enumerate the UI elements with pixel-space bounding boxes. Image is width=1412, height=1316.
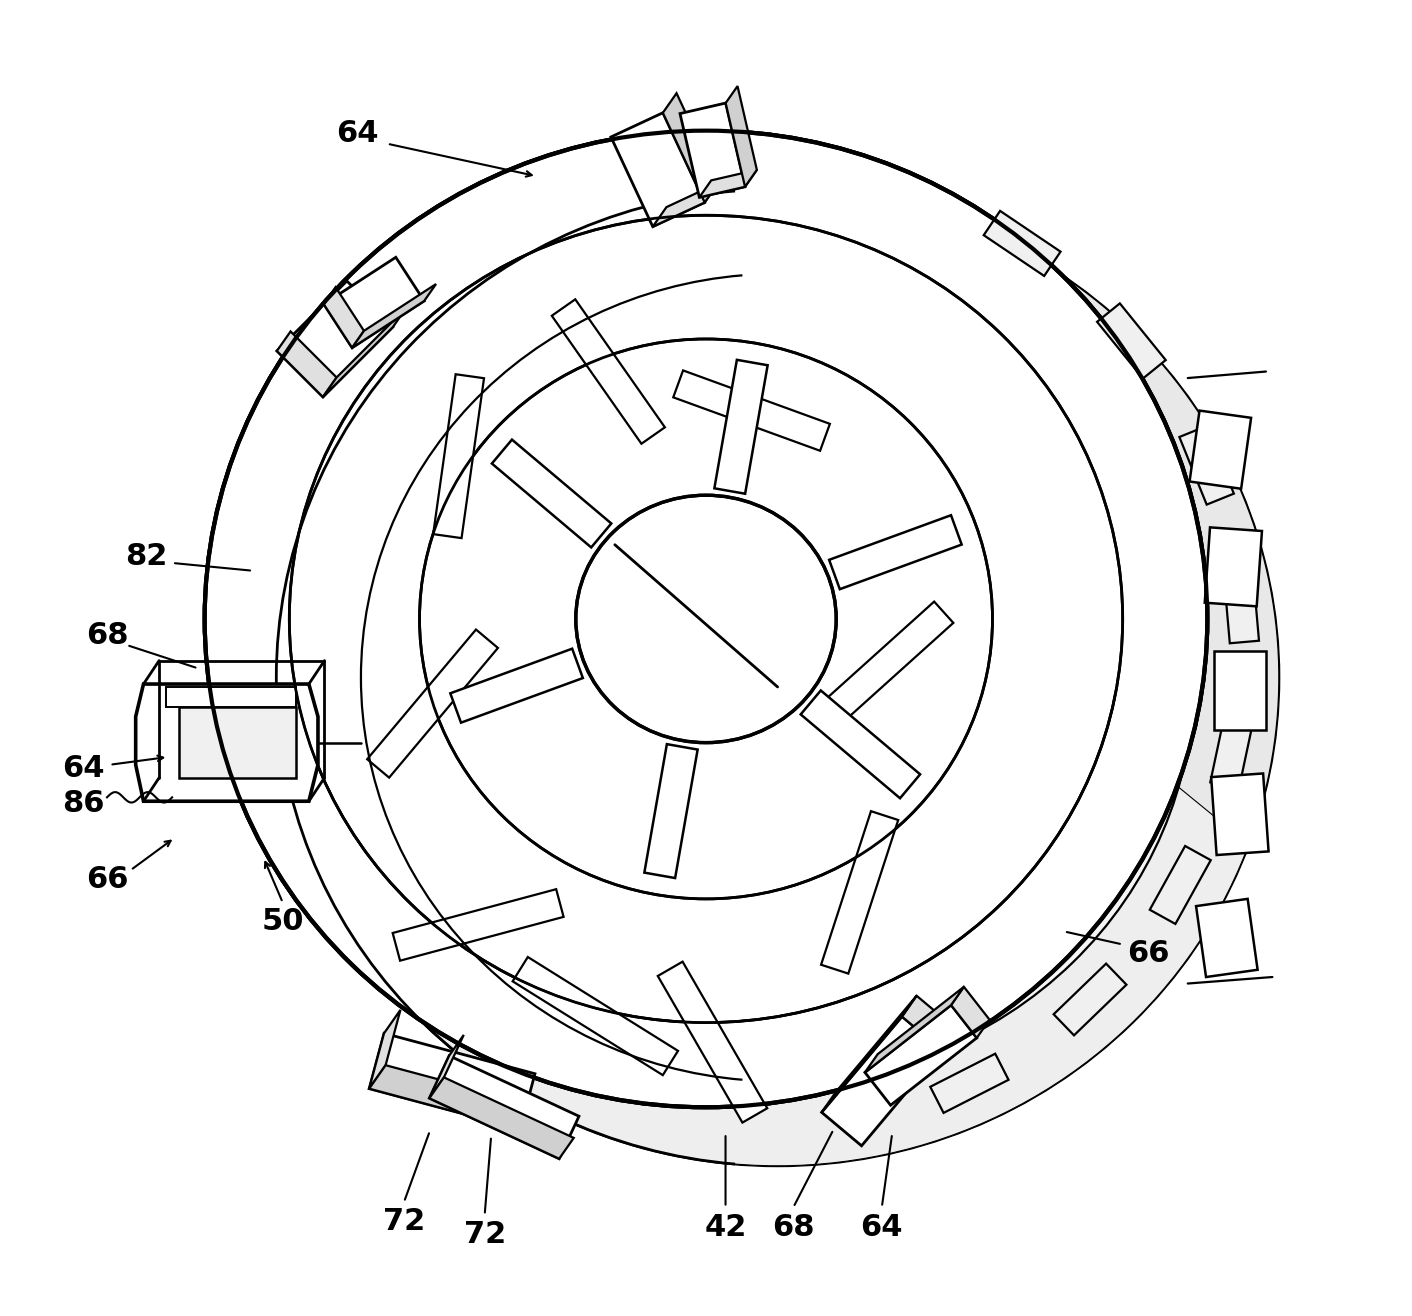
Text: 50: 50 <box>261 907 304 936</box>
Polygon shape <box>450 649 583 722</box>
Text: 42: 42 <box>705 1212 747 1241</box>
Text: 68: 68 <box>86 621 128 650</box>
Text: 86: 86 <box>62 790 104 819</box>
Ellipse shape <box>289 216 1123 1023</box>
Polygon shape <box>1149 846 1210 924</box>
Polygon shape <box>794 138 1279 1158</box>
Ellipse shape <box>205 130 1207 1107</box>
Polygon shape <box>652 183 719 226</box>
Polygon shape <box>822 996 916 1112</box>
Polygon shape <box>658 962 767 1123</box>
Polygon shape <box>552 299 665 443</box>
Polygon shape <box>1211 774 1268 855</box>
Polygon shape <box>277 282 393 397</box>
Polygon shape <box>1179 426 1234 504</box>
Polygon shape <box>433 374 484 538</box>
Text: 68: 68 <box>772 1212 815 1241</box>
Polygon shape <box>674 370 830 451</box>
Polygon shape <box>369 1033 535 1129</box>
Ellipse shape <box>277 190 1279 1166</box>
Polygon shape <box>984 211 1060 276</box>
Polygon shape <box>611 113 705 226</box>
Text: 66: 66 <box>86 865 128 894</box>
Polygon shape <box>369 1009 401 1088</box>
Polygon shape <box>662 93 719 203</box>
Polygon shape <box>429 1034 463 1099</box>
Ellipse shape <box>576 495 836 742</box>
Polygon shape <box>367 629 498 778</box>
Polygon shape <box>277 332 336 397</box>
Polygon shape <box>1210 711 1254 788</box>
Polygon shape <box>931 1054 1008 1113</box>
Ellipse shape <box>205 130 1207 1107</box>
Polygon shape <box>644 744 698 878</box>
Polygon shape <box>234 786 1248 1166</box>
Polygon shape <box>165 687 297 708</box>
Polygon shape <box>1196 899 1258 976</box>
Text: 66: 66 <box>1127 940 1171 969</box>
Polygon shape <box>952 987 990 1038</box>
Text: 64: 64 <box>336 118 378 147</box>
Polygon shape <box>1223 569 1260 644</box>
Polygon shape <box>352 284 436 347</box>
Polygon shape <box>1053 963 1127 1036</box>
Polygon shape <box>1097 304 1166 379</box>
Polygon shape <box>866 1005 977 1105</box>
Text: 64: 64 <box>62 754 104 783</box>
Text: 82: 82 <box>124 542 167 571</box>
Polygon shape <box>829 515 962 590</box>
Polygon shape <box>513 957 678 1075</box>
Polygon shape <box>323 258 424 347</box>
Polygon shape <box>822 1016 942 1146</box>
Polygon shape <box>822 811 898 974</box>
Polygon shape <box>726 86 757 187</box>
Polygon shape <box>429 1078 573 1158</box>
Polygon shape <box>1189 411 1251 488</box>
Polygon shape <box>393 890 563 961</box>
Polygon shape <box>323 308 407 397</box>
Polygon shape <box>429 1055 579 1158</box>
Text: 72: 72 <box>383 1207 425 1236</box>
Polygon shape <box>902 996 956 1050</box>
Ellipse shape <box>419 340 993 899</box>
Polygon shape <box>866 987 964 1073</box>
Polygon shape <box>1204 528 1262 607</box>
Text: 64: 64 <box>860 1212 904 1241</box>
Polygon shape <box>714 359 768 494</box>
Polygon shape <box>801 691 921 799</box>
Polygon shape <box>323 287 364 347</box>
Polygon shape <box>491 440 611 547</box>
Polygon shape <box>369 1065 537 1129</box>
Polygon shape <box>681 103 746 197</box>
Polygon shape <box>818 601 953 728</box>
Polygon shape <box>179 708 297 778</box>
Ellipse shape <box>361 274 1195 1082</box>
Polygon shape <box>699 170 757 197</box>
Polygon shape <box>1214 651 1267 729</box>
Polygon shape <box>136 684 318 801</box>
Text: 72: 72 <box>463 1220 505 1249</box>
